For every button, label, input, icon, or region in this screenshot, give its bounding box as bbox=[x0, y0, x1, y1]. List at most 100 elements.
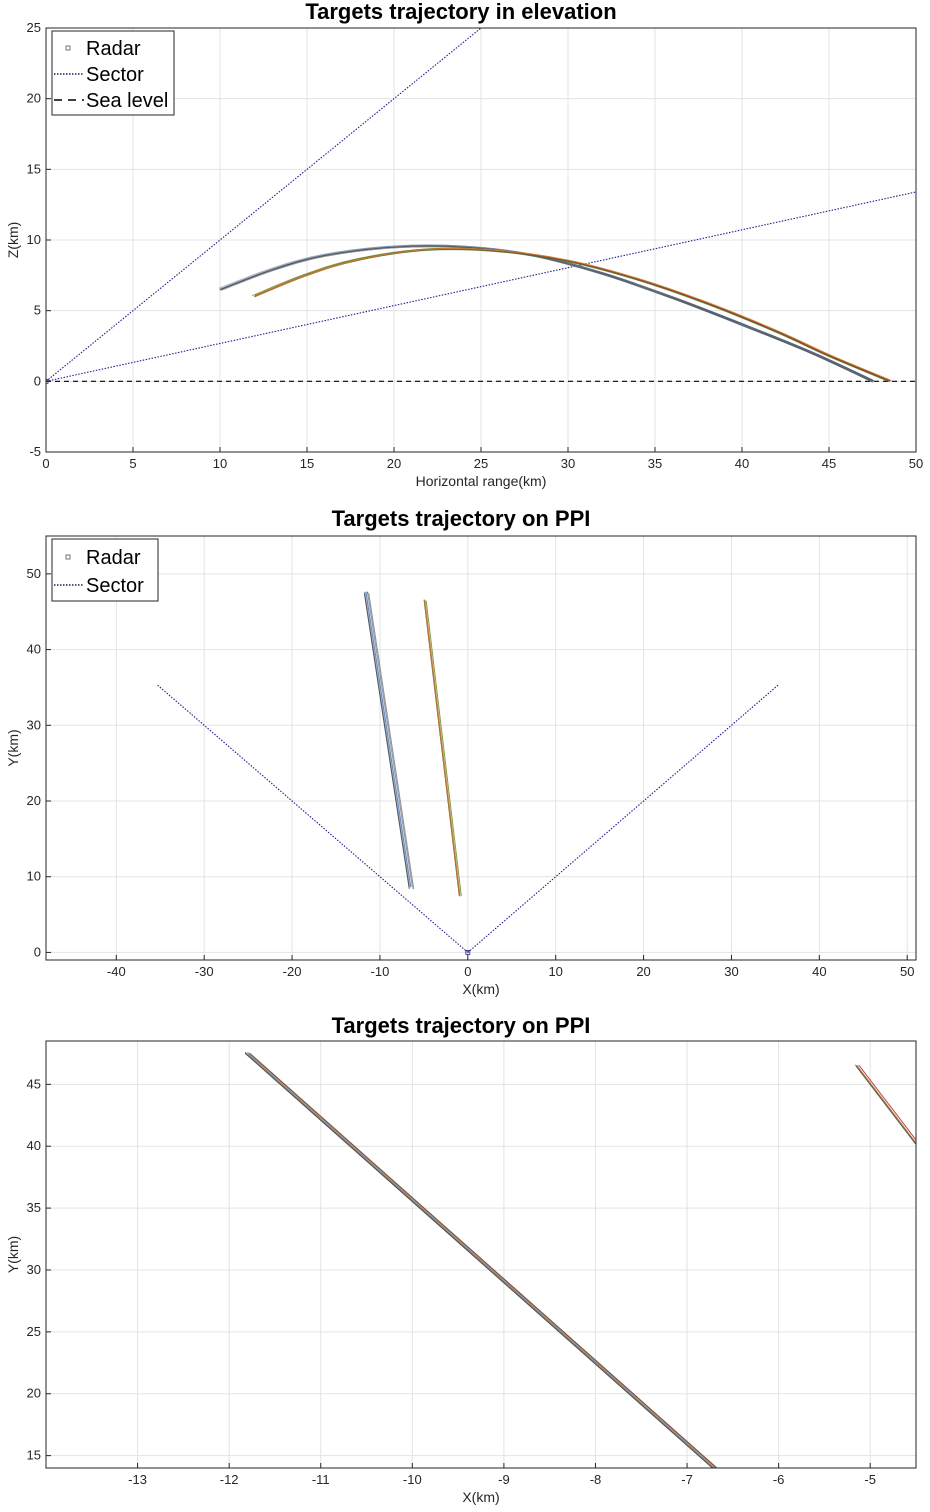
legend-box bbox=[51, 30, 175, 116]
x-tick-label: 15 bbox=[300, 456, 314, 471]
y-tick-label: 15 bbox=[27, 161, 41, 176]
y-tick-label: 10 bbox=[27, 869, 41, 884]
x-tick-label: 20 bbox=[636, 964, 650, 979]
y-tick-label: 20 bbox=[27, 91, 41, 106]
legend-radar-symbol bbox=[65, 45, 71, 51]
y-tick-label: 50 bbox=[27, 566, 41, 581]
trajectory-line bbox=[247, 1052, 716, 1468]
x-tick-label: 25 bbox=[474, 456, 488, 471]
radar-marker bbox=[465, 950, 471, 955]
x-axis-label: X(km) bbox=[462, 1489, 499, 1505]
trajectory-line bbox=[256, 248, 892, 382]
legend-entry-label: Sea level bbox=[86, 90, 168, 112]
sector-line-2 bbox=[467, 684, 779, 953]
legend-box bbox=[51, 538, 159, 602]
x-tick-label: 50 bbox=[909, 456, 923, 471]
x-tick-label: -5 bbox=[864, 1472, 876, 1487]
trajectory-line bbox=[249, 1052, 718, 1468]
x-axis-label: X(km) bbox=[462, 981, 499, 997]
chart-panel-1: 0 5 10 15 20 25 30 35 40 45 50-50510152025Horizont… bbox=[5, 0, 923, 489]
sector-line-1 bbox=[46, 28, 482, 382]
y-tick-label: 35 bbox=[27, 1200, 41, 1215]
chart-title: Targets trajectory in elevation bbox=[305, 0, 616, 24]
x-tick-label: -10 bbox=[371, 964, 390, 979]
x-tick-label: -10 bbox=[403, 1472, 422, 1487]
x-tick-label: -11 bbox=[312, 1472, 330, 1487]
x-tick-label: 45 bbox=[822, 456, 836, 471]
y-tick-label: 15 bbox=[27, 1448, 41, 1463]
x-tick-label: -6 bbox=[773, 1472, 785, 1487]
y-tick-label: 5 bbox=[34, 303, 41, 318]
y-tick-label: 10 bbox=[27, 232, 41, 247]
y-tick-label: 25 bbox=[27, 1324, 41, 1339]
legend-radar-symbol bbox=[65, 554, 71, 560]
x-tick-label: -9 bbox=[498, 1472, 510, 1487]
x-tick-label: 0 bbox=[42, 456, 49, 471]
x-tick-label: -20 bbox=[283, 964, 302, 979]
plot-area bbox=[46, 536, 916, 960]
trajectory-line bbox=[425, 600, 462, 897]
chart-title: Targets trajectory on PPI bbox=[332, 506, 591, 531]
chart-panel-3: -13 -12 -11 -10 -9 -8 -7 -6 -5 15 20 25 30 35 40 45 X(km… bbox=[5, 1013, 917, 1505]
x-tick-label: -13 bbox=[128, 1472, 147, 1487]
trajectory-line bbox=[364, 593, 410, 889]
x-tick-label: -40 bbox=[107, 964, 126, 979]
plot-area bbox=[46, 1041, 916, 1468]
y-tick-label: 20 bbox=[27, 1386, 41, 1401]
trajectory-line bbox=[856, 1064, 916, 1144]
y-tick-label: 25 bbox=[27, 20, 41, 35]
trajectory-line bbox=[365, 591, 412, 888]
x-tick-label: 30 bbox=[724, 964, 738, 979]
axes-frame bbox=[45, 1040, 917, 1469]
legend-entry-label: Radar bbox=[86, 547, 141, 569]
axes-frame bbox=[45, 535, 917, 961]
x-tick-label: -7 bbox=[681, 1472, 693, 1487]
legend-entry-label: Sector bbox=[86, 64, 144, 86]
chart-title: Targets trajectory on PPI bbox=[332, 1013, 591, 1038]
y-tick-label: 0 bbox=[34, 373, 41, 388]
plot-content bbox=[244, 1051, 916, 1468]
trajectory-line bbox=[244, 1052, 713, 1468]
y-axis-label: Y(km) bbox=[5, 1236, 21, 1273]
trajectory-line bbox=[364, 591, 411, 887]
x-tick-label: -12 bbox=[220, 1472, 239, 1487]
x-tick-label: -8 bbox=[590, 1472, 602, 1487]
x-tick-label: 20 bbox=[387, 456, 401, 471]
plot-content bbox=[157, 591, 779, 955]
sector-line-1 bbox=[157, 684, 469, 953]
x-tick-label: 30 bbox=[561, 456, 575, 471]
x-tick-label: 10 bbox=[548, 964, 562, 979]
trajectory-line bbox=[248, 1054, 716, 1468]
y-tick-label: 30 bbox=[27, 717, 41, 732]
trajectory-line bbox=[244, 1052, 713, 1468]
legend: Radar Sector Sea level bbox=[51, 30, 175, 116]
x-tick-label: 5 bbox=[129, 456, 136, 471]
legend: Radar Sector bbox=[51, 538, 159, 602]
x-tick-label: 40 bbox=[735, 456, 749, 471]
legend-entry-label: Radar bbox=[86, 38, 141, 60]
y-tick-label: 30 bbox=[27, 1262, 41, 1277]
sector-line-2 bbox=[46, 191, 916, 382]
x-tick-label: 40 bbox=[812, 964, 826, 979]
x-tick-label: -30 bbox=[195, 964, 214, 979]
x-tick-label: 35 bbox=[648, 456, 662, 471]
trajectory-line bbox=[858, 1064, 916, 1141]
legend-entry-label: Sector bbox=[86, 575, 144, 597]
x-tick-label: 0 bbox=[464, 964, 471, 979]
trajectory-line bbox=[424, 600, 461, 896]
x-tick-label: 50 bbox=[900, 964, 914, 979]
x-axis-label: Horizontal range(km) bbox=[416, 473, 547, 489]
y-tick-label: -5 bbox=[29, 444, 41, 459]
trajectory-line bbox=[367, 593, 414, 890]
trajectory-line bbox=[368, 593, 415, 890]
y-tick-label: 20 bbox=[27, 793, 41, 808]
y-axis-label: Y(km) bbox=[5, 729, 21, 766]
y-tick-label: 45 bbox=[27, 1076, 41, 1091]
y-axis-label: Z(km) bbox=[5, 222, 21, 259]
plot-content bbox=[46, 28, 916, 384]
y-tick-label: 40 bbox=[27, 1138, 41, 1153]
chart-panel-2: -40 -30 -20 -10 0 10 20 30 40 50 0 10 20 30 40 50 X(km) Y… bbox=[5, 506, 917, 997]
x-tick-label: 10 bbox=[213, 456, 227, 471]
y-tick-label: 40 bbox=[27, 642, 41, 657]
